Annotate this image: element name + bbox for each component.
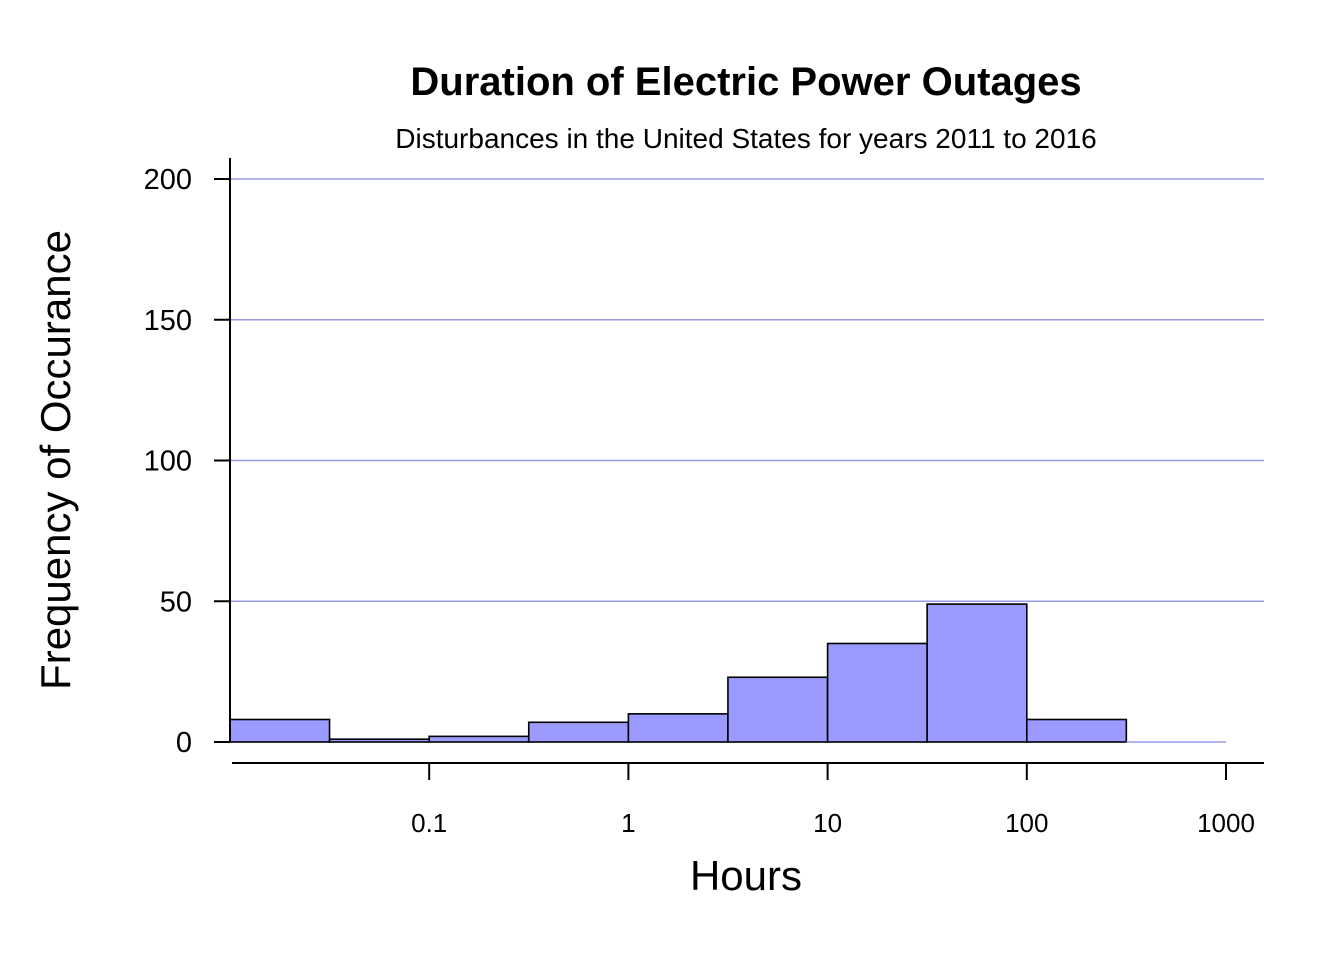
histogram-bars	[229, 603, 1226, 743]
grid-lines	[230, 178, 1264, 603]
histogram-bar	[727, 676, 829, 743]
y-axis-ticks: 0 50 100 150 200	[144, 164, 230, 759]
x-axis-title: Hours	[690, 852, 802, 899]
histogram-bar	[627, 713, 729, 743]
histogram-bar	[328, 738, 430, 743]
histogram-bar	[229, 718, 331, 743]
x-tick-label: 1	[621, 808, 635, 838]
x-axis-ticks: 0.1 1 10 100 1000	[411, 763, 1255, 838]
chart-title: Duration of Electric Power Outages	[410, 60, 1081, 104]
x-tick-label: 10	[813, 808, 842, 838]
chart-subtitle: Disturbances in the United States for ye…	[395, 123, 1096, 154]
y-tick-label: 200	[144, 164, 192, 196]
x-tick-label: 1000	[1197, 808, 1255, 838]
x-tick-label: 0.1	[411, 808, 447, 838]
y-tick-label: 150	[144, 305, 192, 337]
x-tick-label: 100	[1005, 808, 1048, 838]
histogram-bar	[527, 721, 630, 743]
histogram-bar	[1026, 718, 1128, 743]
y-tick-label: 0	[176, 727, 192, 759]
y-tick-label: 100	[144, 446, 192, 478]
y-tick-label: 50	[160, 586, 192, 618]
histogram-bar	[428, 735, 530, 743]
histogram-bar	[926, 603, 1028, 743]
y-axis-title: Frequency of Occurance	[32, 230, 79, 690]
histogram-bar	[826, 642, 928, 743]
